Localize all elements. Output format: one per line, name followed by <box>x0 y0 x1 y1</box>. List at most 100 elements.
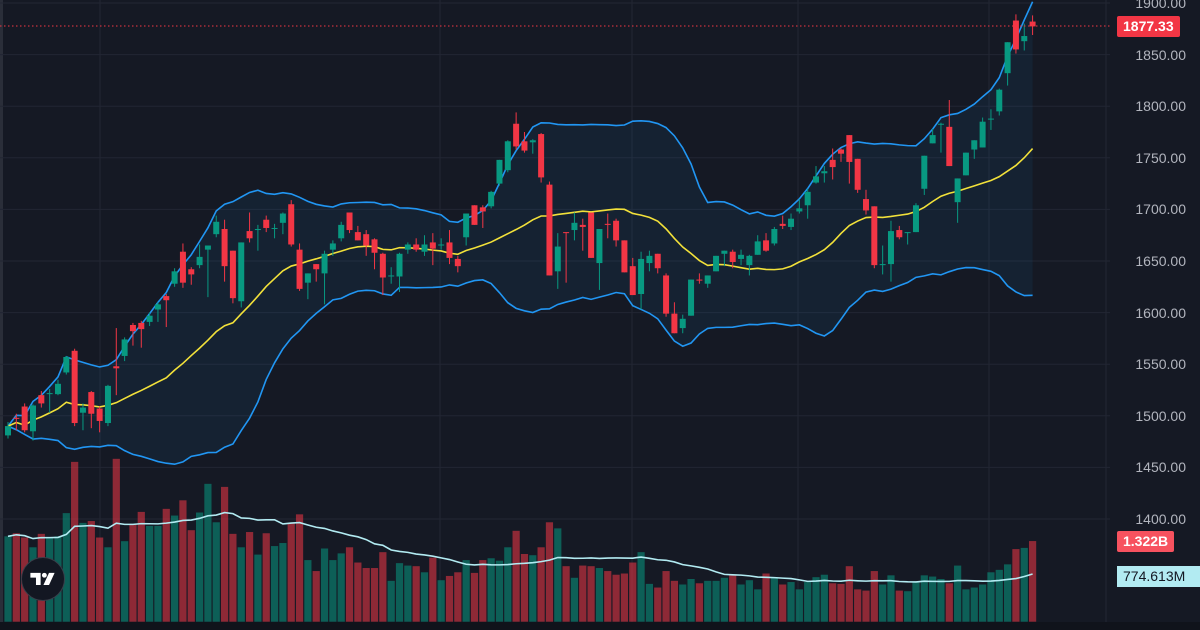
candle-body <box>229 250 236 299</box>
volume-bar <box>1012 549 1020 622</box>
candle <box>896 225 903 240</box>
candle <box>354 225 361 241</box>
volume-bar <box>812 577 820 622</box>
candle <box>379 252 386 296</box>
candle-body <box>38 395 45 404</box>
candle <box>429 233 436 266</box>
volume-bar <box>379 552 387 622</box>
volume-bar <box>320 548 329 622</box>
candle <box>996 88 1003 116</box>
candle-body <box>179 251 186 283</box>
volume-bar <box>96 537 104 622</box>
volume-bar <box>579 565 587 622</box>
candle-body <box>71 350 78 424</box>
volume-bar <box>704 580 712 622</box>
candle <box>204 245 211 298</box>
candle <box>138 320 145 348</box>
candle-body <box>912 205 919 233</box>
candle <box>321 250 328 305</box>
candle <box>946 100 953 167</box>
candle <box>463 213 470 246</box>
candle-body <box>138 322 145 330</box>
candle-body <box>413 244 420 250</box>
tradingview-logo[interactable] <box>21 557 65 601</box>
candle-body <box>171 271 178 284</box>
candle <box>638 251 645 310</box>
candle <box>213 215 220 238</box>
price-tick-label: 1750.00 <box>1135 149 1186 166</box>
candle-body <box>554 246 561 272</box>
volume-bar <box>687 579 695 622</box>
candle-body <box>996 89 1003 112</box>
candle <box>763 233 770 252</box>
candle-body <box>854 158 861 190</box>
candle-body <box>354 232 361 241</box>
volume-bar <box>287 523 295 622</box>
candle <box>388 267 395 284</box>
candle-body <box>546 184 553 276</box>
candle <box>921 155 928 195</box>
candle <box>171 268 178 287</box>
candle <box>329 240 336 256</box>
volume-bar <box>662 571 670 622</box>
candle-body <box>113 366 120 369</box>
candle <box>196 244 203 269</box>
candle-body <box>221 229 228 267</box>
volume-bar <box>71 461 79 622</box>
volume-bar <box>612 574 620 622</box>
volume-bar <box>520 553 529 622</box>
candle <box>54 379 61 396</box>
candle-body <box>529 140 536 143</box>
volume-bar <box>137 511 145 622</box>
candle-body <box>879 264 886 266</box>
candle <box>813 166 820 184</box>
volume-bar <box>879 584 887 622</box>
candle-body <box>154 304 161 310</box>
price-tick-label: 1900.00 <box>1135 0 1186 11</box>
volume-bar <box>870 571 878 622</box>
price-tick-label: 1400.00 <box>1135 511 1186 527</box>
candle-body <box>338 224 345 239</box>
price-tick-label: 1650.00 <box>1135 253 1186 269</box>
candle <box>546 181 553 276</box>
volume-bar <box>920 575 928 622</box>
candle <box>488 190 495 209</box>
candle-body <box>479 207 486 212</box>
volume-bar <box>645 583 654 622</box>
volume-bar <box>295 514 304 622</box>
candle-body <box>779 223 786 226</box>
candle <box>5 421 11 439</box>
volume-bar <box>779 584 787 622</box>
candle-body <box>121 339 128 356</box>
candle-body <box>388 275 395 277</box>
candle <box>704 275 711 288</box>
candle-body <box>329 243 336 250</box>
volume-bar <box>695 583 703 622</box>
candle-body <box>588 212 595 258</box>
candle-body <box>813 176 820 183</box>
candle-body <box>254 229 261 231</box>
candle <box>604 213 611 239</box>
candle <box>438 238 445 250</box>
candle <box>679 314 686 334</box>
volume-ma-line <box>7 511 1033 583</box>
candle <box>288 200 295 247</box>
candle-body <box>829 159 836 168</box>
volume-bar <box>270 546 279 622</box>
volume-bar <box>904 591 912 622</box>
bollinger-lower-line <box>7 266 1033 466</box>
candle-body <box>488 191 495 207</box>
candle <box>646 250 653 272</box>
candle-body <box>704 275 711 284</box>
candle-body <box>746 255 753 266</box>
candle-body <box>496 159 503 184</box>
candle <box>804 188 811 219</box>
volume-bar <box>504 547 512 622</box>
candle-body <box>604 223 611 225</box>
volume-bar <box>179 500 187 622</box>
candle <box>121 337 128 362</box>
candle <box>954 178 961 223</box>
candle <box>188 267 195 285</box>
volume-bar <box>370 568 379 622</box>
